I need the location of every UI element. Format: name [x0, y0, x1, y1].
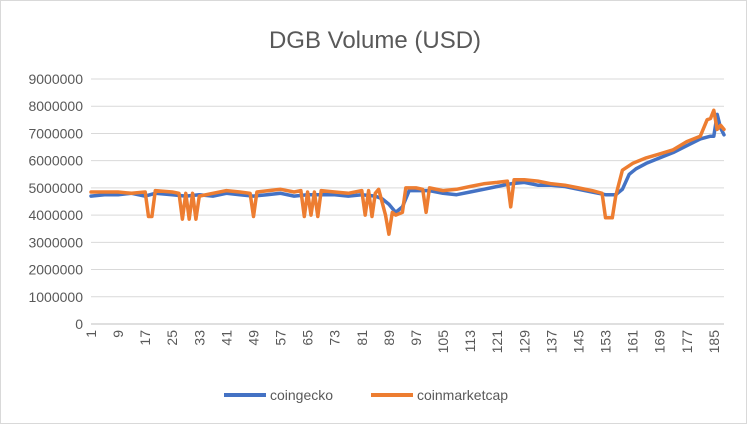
x-tick-label: 65 [300, 330, 316, 346]
series-line-coinmarketcap [89, 108, 726, 236]
y-tick-label: 5000000 [28, 180, 83, 196]
y-tick-label: 4000000 [28, 207, 83, 223]
x-tick-label: 57 [273, 330, 289, 346]
y-tick-label: 7000000 [28, 125, 83, 141]
x-tick-label: 1 [83, 330, 99, 338]
x-tick-label: 17 [137, 330, 153, 346]
legend: coingecko coinmarketcap [224, 387, 508, 403]
x-tick-label: 41 [218, 330, 234, 346]
y-tick-label: 9000000 [28, 71, 83, 87]
x-tick-label: 105 [435, 330, 451, 354]
x-tick-label: 161 [625, 330, 641, 354]
series-lines [89, 108, 726, 236]
x-tick-label: 73 [327, 330, 343, 346]
x-tick-label: 9 [110, 330, 126, 338]
chart-title: DGB Volume (USD) [269, 27, 481, 54]
x-tick-label: 25 [164, 330, 180, 346]
x-tick-label: 89 [381, 330, 397, 346]
x-axis: 1 9 17 25 33 41 49 57 65 73 81 89 97 105 113 121 129 137 1… [83, 330, 722, 354]
x-tick-label: 129 [516, 330, 532, 354]
x-tick-label: 81 [354, 330, 370, 346]
x-tick-label: 169 [652, 330, 668, 354]
x-tick-label: 121 [489, 330, 505, 354]
x-tick-label: 145 [570, 330, 586, 354]
x-tick-label: 153 [598, 330, 614, 354]
y-tick-label: 6000000 [28, 153, 83, 169]
x-tick-label: 113 [462, 330, 478, 353]
legend-label-coinmarketcap: coinmarketcap [417, 387, 508, 403]
y-tick-label: 3000000 [28, 234, 83, 250]
x-tick-label: 185 [706, 330, 722, 354]
x-tick-label: 33 [191, 330, 207, 346]
y-axis: 0 1000000 2000000 3000000 4000000 5000000 6000… [28, 71, 83, 332]
x-tick-label: 137 [543, 330, 559, 354]
y-tick-label: 2000000 [28, 262, 83, 278]
x-tick-label: 177 [679, 330, 695, 354]
x-tick-label: 49 [245, 330, 261, 346]
x-tick-label: 97 [408, 330, 424, 346]
y-tick-label: 8000000 [28, 98, 83, 114]
y-tick-label: 1000000 [28, 289, 83, 305]
legend-label-coingecko: coingecko [270, 387, 333, 403]
y-tick-label: 0 [75, 316, 83, 332]
